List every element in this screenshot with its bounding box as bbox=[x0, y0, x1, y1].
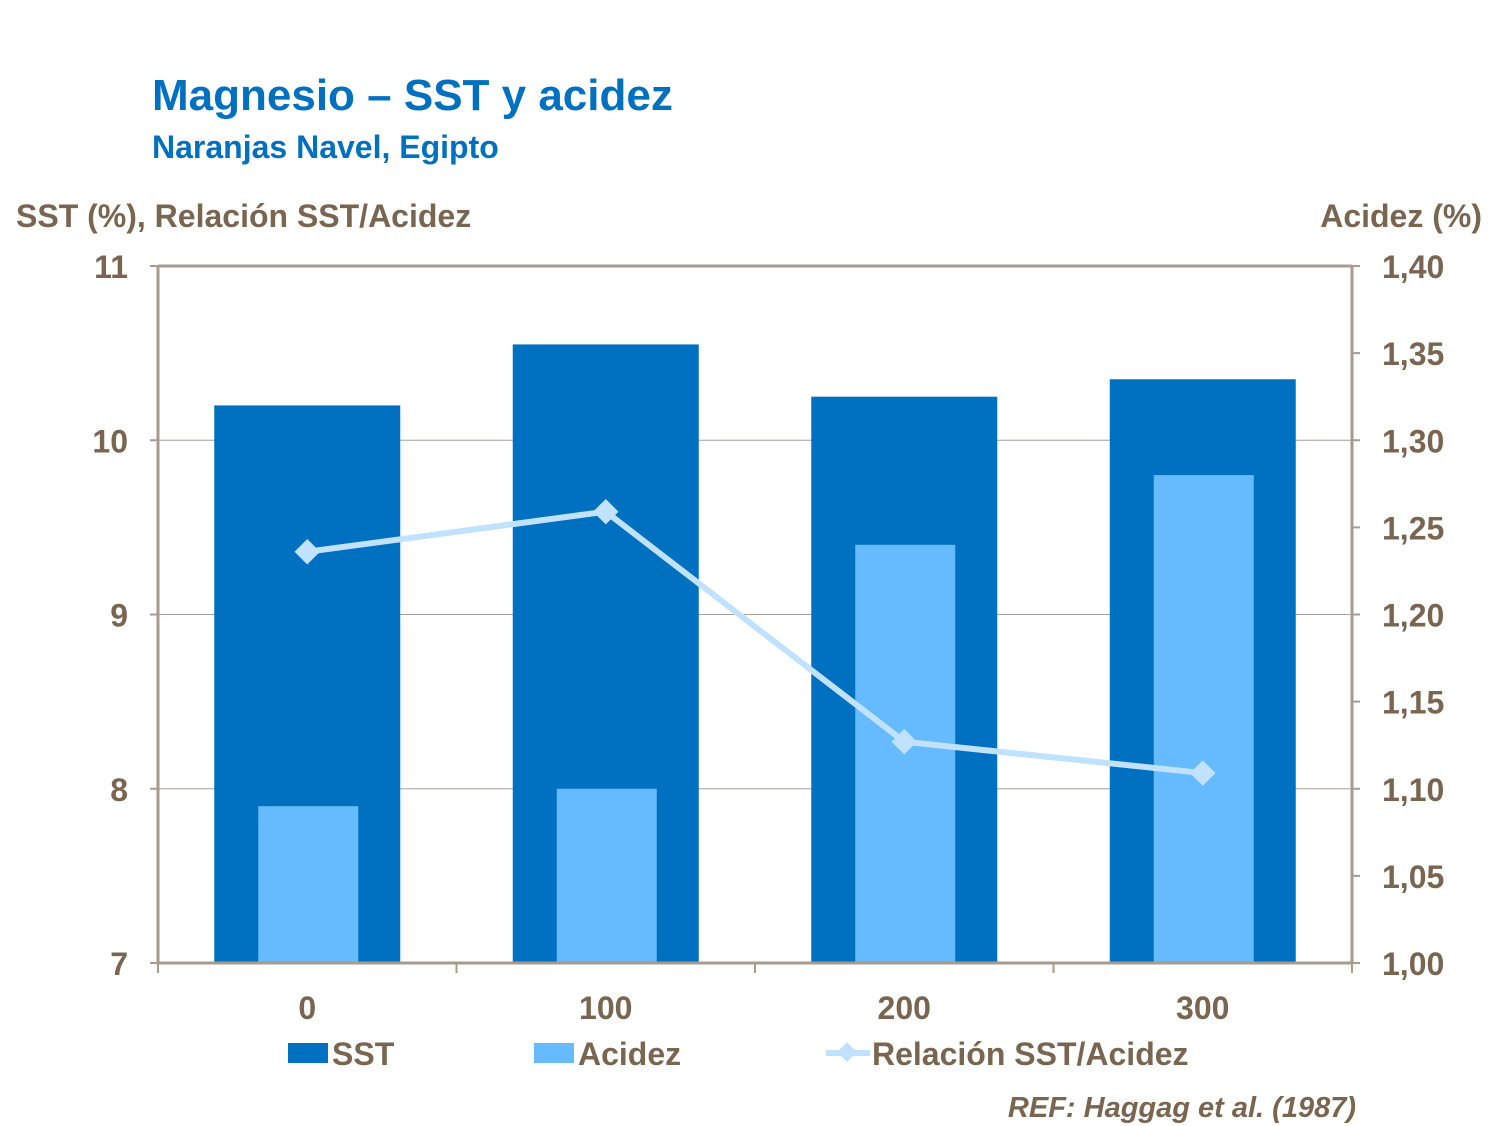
x-tick-label: 0 bbox=[298, 990, 316, 1026]
x-tick-label: 100 bbox=[579, 990, 632, 1026]
y2-tick-label: 1,40 bbox=[1382, 249, 1444, 285]
legend-swatch-acidez bbox=[534, 1043, 574, 1063]
y2-tick-label: 1,30 bbox=[1382, 423, 1444, 459]
chart-subtitle: Naranjas Navel, Egipto bbox=[152, 129, 499, 165]
line-relacion bbox=[306, 508, 1204, 777]
chart-title: Magnesio – SST y acidez bbox=[152, 71, 673, 120]
bar-acidez bbox=[258, 806, 359, 963]
legend-label-relacion: Relación SST/Acidez bbox=[872, 1036, 1189, 1072]
y2-tick-label: 1,15 bbox=[1382, 685, 1444, 721]
y-tick-label: 7 bbox=[110, 946, 128, 982]
bar-acidez bbox=[556, 788, 657, 963]
y2-tick-label: 1,05 bbox=[1382, 859, 1444, 895]
marker-relacion bbox=[593, 498, 619, 525]
y2-tick-label: 1,20 bbox=[1382, 598, 1444, 634]
legend-label-sst: SST bbox=[332, 1036, 395, 1072]
y-tick-label: 9 bbox=[110, 598, 128, 634]
x-tick-label: 200 bbox=[878, 990, 931, 1026]
legend-label-acidez: Acidez bbox=[578, 1036, 681, 1072]
legend-marker-relacion bbox=[837, 1042, 857, 1062]
bar-acidez bbox=[855, 544, 956, 963]
y-tick-label: 11 bbox=[94, 249, 128, 285]
y-axis-label: SST (%), Relación SST/Acidez bbox=[16, 198, 471, 234]
reference-annotation: REF: Haggag et al. (1987) bbox=[1008, 1092, 1356, 1124]
y2-tick-label: 1,25 bbox=[1382, 510, 1444, 546]
y2-axis-label: Acidez (%) bbox=[1320, 198, 1482, 234]
y2-tick-label: 1,00 bbox=[1382, 946, 1444, 982]
marker-relacion bbox=[891, 728, 917, 755]
y2-tick-label: 1,35 bbox=[1382, 336, 1444, 372]
y2-tick-label: 1,10 bbox=[1382, 772, 1444, 808]
y-tick-label: 10 bbox=[92, 423, 128, 459]
bar-acidez bbox=[1153, 475, 1254, 963]
marker-relacion bbox=[294, 539, 320, 565]
legend-swatch-sst bbox=[288, 1043, 328, 1063]
x-tick-label: 300 bbox=[1176, 990, 1229, 1026]
y-tick-label: 8 bbox=[110, 772, 128, 808]
